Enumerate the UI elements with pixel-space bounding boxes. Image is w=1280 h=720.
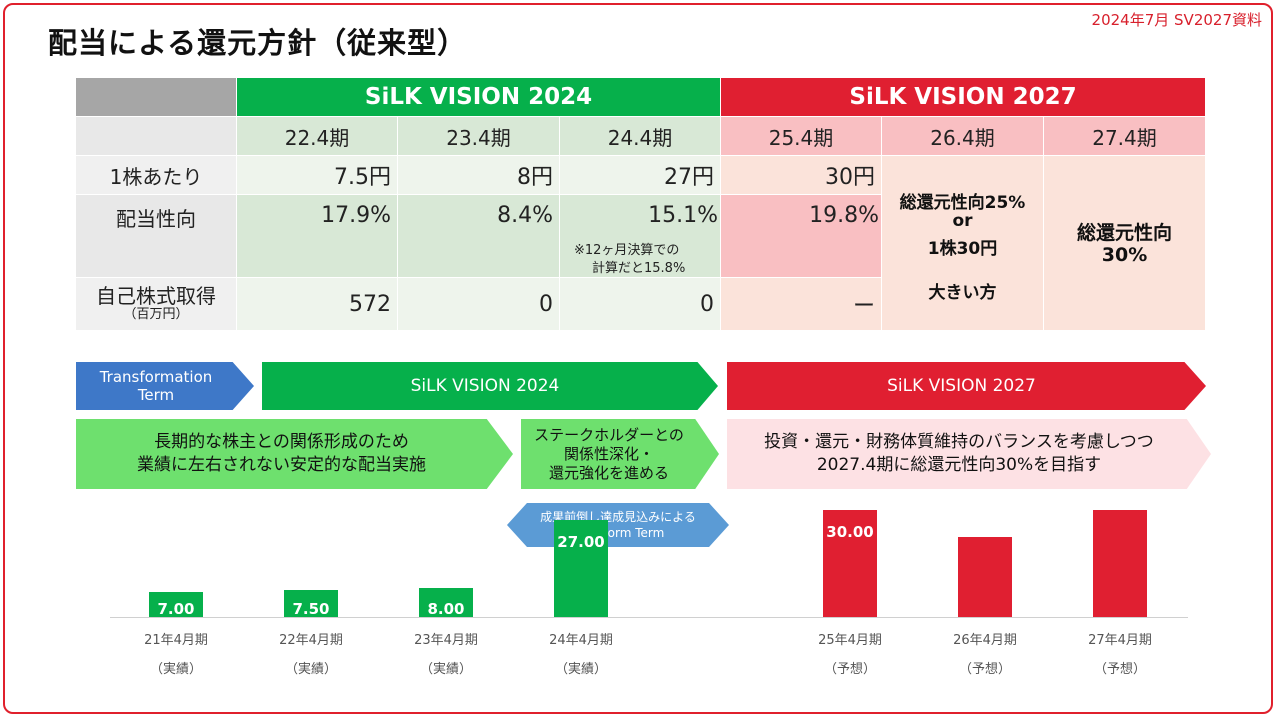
period-25: 25.4期 [721, 117, 881, 155]
row-label-per-share: 1株あたり [76, 156, 236, 194]
policy1-line1: 長期的な株主との関係形成のため [154, 432, 409, 452]
x-tick-note: （予想） [1093, 662, 1146, 677]
sv2027-header: SiLK VISION 2027 [721, 78, 1205, 116]
bar-2 [284, 590, 338, 617]
policy-26-line4: 大きい方 [928, 283, 997, 303]
bar-6 [958, 537, 1012, 617]
x-tick-label: 26年4月期 [953, 633, 1017, 648]
buyback-23: 0 [398, 278, 559, 330]
bar-value-label: 27.00 [557, 533, 605, 552]
transformation-term-arrow: Transformation Term [76, 362, 254, 410]
period-27: 27.4期 [1044, 117, 1205, 155]
x-tick-label: 24年4月期 [549, 633, 613, 648]
row-label-payout: 配当性向 [76, 195, 236, 277]
period-26: 26.4期 [882, 117, 1043, 155]
policy2-line1: ステークホルダーとの [534, 425, 684, 444]
policy-27-cell: 総還元性向 30% [1044, 156, 1205, 330]
buyback-label: 自己株式取得 [96, 284, 216, 308]
payout-note-1: ※12ヶ月決算での [574, 243, 680, 258]
x-tick-note: （実績） [149, 662, 202, 677]
table-corner [76, 78, 236, 116]
buyback-25: ー [721, 278, 881, 330]
policy1-line2: 業績に左右されない安定的な配当実施 [137, 455, 426, 475]
per-share-25: 30円 [721, 156, 881, 194]
page-title: 配当による還元方針（従来型） [48, 26, 468, 60]
policy-27-line1: 総還元性向 [1076, 222, 1172, 244]
transformation-line2: Term [137, 386, 175, 404]
payout-23: 8.4% [398, 195, 559, 277]
bar-5 [823, 509, 877, 617]
bar-value-label: 8.00 [427, 600, 465, 618]
sv2024-header: SiLK VISION 2024 [237, 78, 720, 116]
policy-26-line1: 総還元性向25% [899, 193, 1026, 213]
policy-26-line2: or [952, 211, 973, 231]
x-tick-note: （予想） [823, 662, 876, 677]
policy2-line2: 関係性深化・ [563, 444, 654, 463]
bar-4 [554, 520, 608, 617]
payout-24-cell: 15.1% ※12ヶ月決算での 計算だと15.8% [560, 195, 720, 277]
bar-3 [419, 588, 473, 617]
x-tick-label: 21年4月期 [144, 633, 208, 648]
policy3-line1: 投資・還元・財務体質維持のバランスを考慮しつつ [764, 432, 1154, 452]
x-tick-note: （実績） [554, 662, 607, 677]
policy-balance: 投資・還元・財務体質維持のバランスを考慮しつつ 2027.4期に総還元性向30%… [727, 419, 1211, 489]
x-tick-note: （予想） [958, 662, 1011, 677]
slide-frame [3, 3, 1273, 714]
policy2-line3: 還元強化を進める [548, 463, 669, 482]
policy3-line2: 2027.4期に総還元性向30%を目指す [816, 455, 1102, 475]
bar-value-label: 30.00 [826, 522, 874, 541]
chart-baseline [110, 617, 1188, 618]
doc-label: 2024年7月 SV2027資料 [1091, 11, 1262, 29]
payout-22: 17.9% [237, 195, 397, 277]
period-24: 24.4期 [560, 117, 720, 155]
payout-24: 15.1% [648, 203, 718, 228]
sv2027-arrow: SiLK VISION 2027 [727, 362, 1206, 410]
x-tick-note: （実績） [419, 662, 472, 677]
x-tick-label: 25年4月期 [818, 633, 882, 648]
x-tick-label: 23年4月期 [414, 633, 478, 648]
x-tick-label: 22年4月期 [279, 633, 343, 648]
sv2024-arrow: SiLK VISION 2024 [262, 362, 718, 410]
policy-26-line3: 1株30円 [927, 239, 998, 259]
buyback-22: 572 [237, 278, 397, 330]
transformation-line1: Transformation [99, 368, 213, 386]
period-22: 22.4期 [237, 117, 397, 155]
bar-7 [1093, 510, 1147, 617]
bar-1 [149, 591, 203, 617]
period-corner [76, 117, 236, 155]
payout-25: 19.8% [721, 195, 881, 277]
bar-value-label: 7.50 [292, 600, 330, 618]
buyback-24: 0 [560, 278, 720, 330]
payout-note-2: 計算だと15.8% [592, 261, 686, 276]
policy-stakeholder: ステークホルダーとの 関係性深化・ 還元強化を進める [521, 419, 719, 489]
x-tick-note: （実績） [284, 662, 337, 677]
bar-value-label: 7.00 [157, 600, 195, 618]
per-share-24: 27円 [560, 156, 720, 194]
policy-27-line2: 30% [1101, 244, 1148, 266]
policy-26-cell: 総還元性向25% or 1株30円 大きい方 [882, 156, 1043, 330]
per-share-22: 7.5円 [237, 156, 397, 194]
policy-stable-dividend: 長期的な株主との関係形成のため 業績に左右されない安定的な配当実施 [76, 419, 513, 489]
per-share-23: 8円 [398, 156, 559, 194]
row-label-buyback: 自己株式取得 （百万円） [76, 278, 236, 330]
buyback-unit: （百万円） [123, 307, 189, 322]
x-tick-label: 27年4月期 [1088, 633, 1152, 648]
period-23: 23.4期 [398, 117, 559, 155]
